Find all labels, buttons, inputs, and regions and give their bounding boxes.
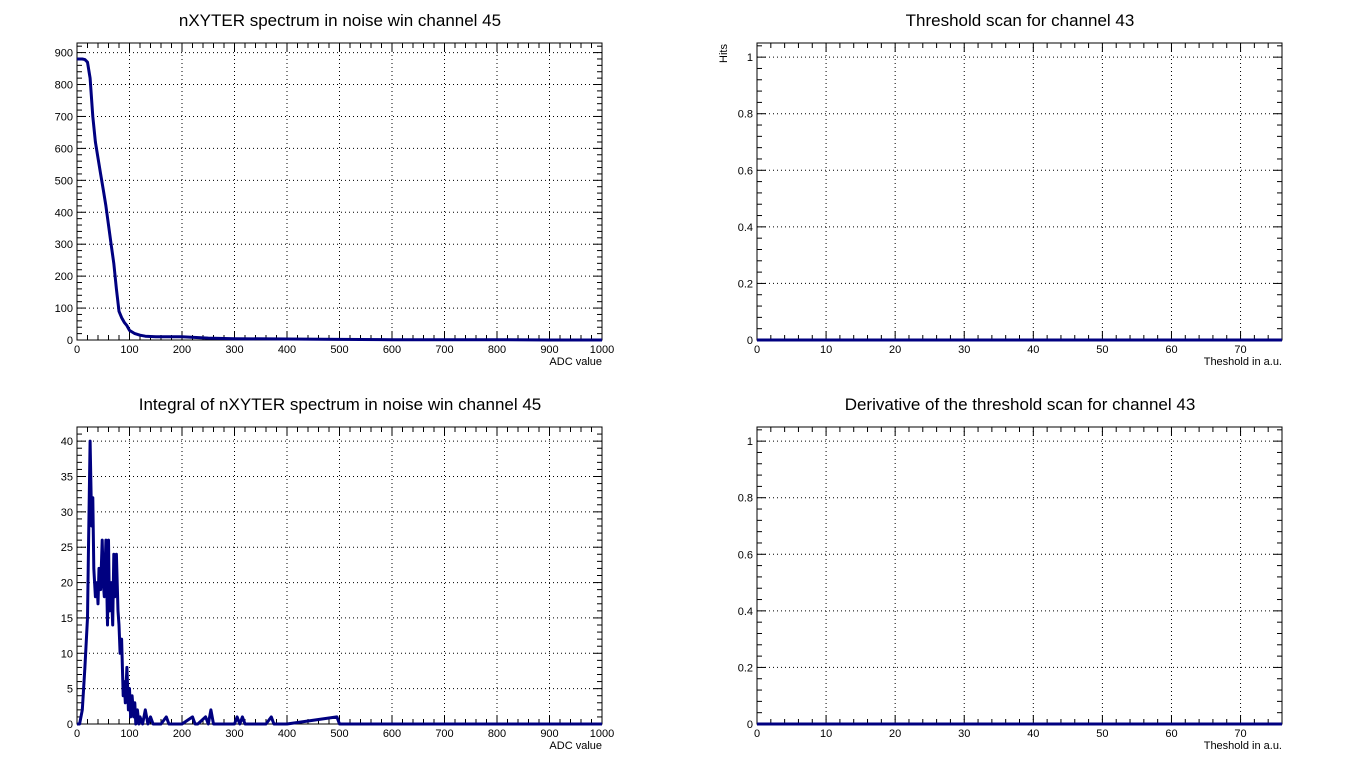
integral-plot-xtick-label: 900 (540, 728, 558, 740)
derivative-plot: Derivative of the threshold scan for cha… (738, 395, 1283, 752)
threshold-scan-title: Threshold scan for channel 43 (906, 11, 1135, 30)
derivative-plot-ytick-label: 0.4 (738, 606, 753, 618)
integral-plot-ytick-label: 10 (61, 648, 73, 660)
integral-plot-ytick-label: 40 (61, 436, 73, 448)
spectrum-plot-ytick-label: 0 (67, 335, 73, 347)
derivative-plot-xtick-label: 10 (820, 728, 832, 740)
integral-plot-ytick-label: 30 (61, 507, 73, 519)
threshold-scan-xlabel: Theshold in a.u. (1204, 356, 1282, 368)
spectrum-plot-ytick-label: 400 (55, 207, 73, 219)
threshold-scan-xtick-label: 40 (1027, 344, 1039, 356)
integral-plot-xtick-label: 100 (120, 728, 138, 740)
integral-plot-ytick-label: 15 (61, 613, 73, 625)
spectrum-plot-ytick-label: 800 (55, 80, 73, 92)
threshold-scan-plot: Threshold scan for channel 43 Theshold i… (718, 11, 1283, 368)
integral-plot-ytick-label: 35 (61, 472, 73, 484)
spectrum-plot-ytick-label: 700 (55, 111, 73, 123)
integral-plot-ytick-label: 20 (61, 578, 73, 590)
spectrum-plot-xtick-label: 600 (383, 344, 401, 356)
integral-plot-xtick-label: 0 (74, 728, 80, 740)
threshold-scan-xtick-label: 10 (820, 344, 832, 356)
derivative-plot-ytick-label: 0.6 (738, 549, 753, 561)
derivative-plot-xtick-label: 20 (889, 728, 901, 740)
spectrum-plot-xtick-label: 700 (435, 344, 453, 356)
spectrum-plot-xtick-label: 900 (540, 344, 558, 356)
spectrum-plot-ytick-label: 900 (55, 48, 73, 60)
derivative-plot-ytick-label: 0.2 (738, 662, 753, 674)
derivative-plot-title: Derivative of the threshold scan for cha… (845, 395, 1196, 414)
threshold-scan-xtick-label: 50 (1096, 344, 1108, 356)
integral-plot-xtick-label: 800 (488, 728, 506, 740)
spectrum-plot-title: nXYTER spectrum in noise win channel 45 (179, 11, 501, 30)
derivative-plot-xtick-label: 60 (1165, 728, 1177, 740)
derivative-plot-xlabel: Theshold in a.u. (1204, 740, 1282, 752)
spectrum-plot-xtick-label: 500 (330, 344, 348, 356)
derivative-plot-xtick-label: 50 (1096, 728, 1108, 740)
derivative-plot-xtick-label: 0 (754, 728, 760, 740)
integral-plot-xtick-label: 400 (278, 728, 296, 740)
threshold-scan-ytick-label: 0.8 (738, 109, 753, 121)
spectrum-plot-ytick-label: 300 (55, 239, 73, 251)
spectrum-plot-xtick-label: 300 (225, 344, 243, 356)
spectrum-plot-ytick-label: 100 (55, 303, 73, 315)
derivative-plot-xtick-label: 30 (958, 728, 970, 740)
spectrum-plot-xlabel: ADC value (549, 356, 602, 368)
integral-plot-ytick-label: 5 (67, 684, 73, 696)
integral-plot-ytick-label: 25 (61, 542, 73, 554)
integral-plot-xtick-label: 200 (173, 728, 191, 740)
spectrum-plot-xtick-label: 100 (120, 344, 138, 356)
derivative-plot-xtick-label: 70 (1234, 728, 1246, 740)
derivative-plot-ytick-label: 1 (747, 436, 753, 448)
spectrum-plot-xtick-label: 1000 (590, 344, 614, 356)
spectrum-plot-ytick-label: 200 (55, 271, 73, 283)
integral-plot-title: Integral of nXYTER spectrum in noise win… (139, 395, 542, 414)
integral-plot-xtick-label: 600 (383, 728, 401, 740)
integral-plot-series-line (77, 439, 602, 726)
threshold-scan-xtick-label: 20 (889, 344, 901, 356)
spectrum-plot-xtick-label: 400 (278, 344, 296, 356)
threshold-scan-ytick-label: 0 (747, 335, 753, 347)
spectrum-plot-series-line (77, 57, 602, 342)
threshold-scan-xtick-label: 70 (1234, 344, 1246, 356)
threshold-scan-xtick-label: 30 (958, 344, 970, 356)
integral-plot-ytick-label: 0 (67, 719, 73, 731)
spectrum-plot-xtick-label: 200 (173, 344, 191, 356)
integral-plot-xtick-label: 1000 (590, 728, 614, 740)
threshold-scan-ytick-label: 0.2 (738, 278, 753, 290)
integral-plot: Integral of nXYTER spectrum in noise win… (61, 395, 614, 752)
derivative-plot-xtick-label: 40 (1027, 728, 1039, 740)
integral-plot-xtick-label: 700 (435, 728, 453, 740)
derivative-plot-ytick-label: 0.8 (738, 493, 753, 505)
integral-plot-xtick-label: 300 (225, 728, 243, 740)
threshold-scan-ytick-label: 0.6 (738, 165, 753, 177)
threshold-scan-ytick-label: 0.4 (738, 222, 753, 234)
spectrum-plot-xtick-label: 0 (74, 344, 80, 356)
spectrum-plot-ytick-label: 600 (55, 143, 73, 155)
threshold-scan-xtick-label: 60 (1165, 344, 1177, 356)
integral-plot-xtick-label: 500 (330, 728, 348, 740)
threshold-scan-xtick-label: 0 (754, 344, 760, 356)
derivative-plot-ytick-label: 0 (747, 719, 753, 731)
spectrum-plot-xtick-label: 800 (488, 344, 506, 356)
spectrum-plot-ytick-label: 500 (55, 175, 73, 187)
spectrum-plot: nXYTER spectrum in noise win channel 45 … (55, 11, 615, 368)
integral-plot-xlabel: ADC value (549, 740, 602, 752)
threshold-scan-ytick-label: 1 (747, 52, 753, 64)
threshold-scan-ylabel: Hits (718, 44, 730, 63)
